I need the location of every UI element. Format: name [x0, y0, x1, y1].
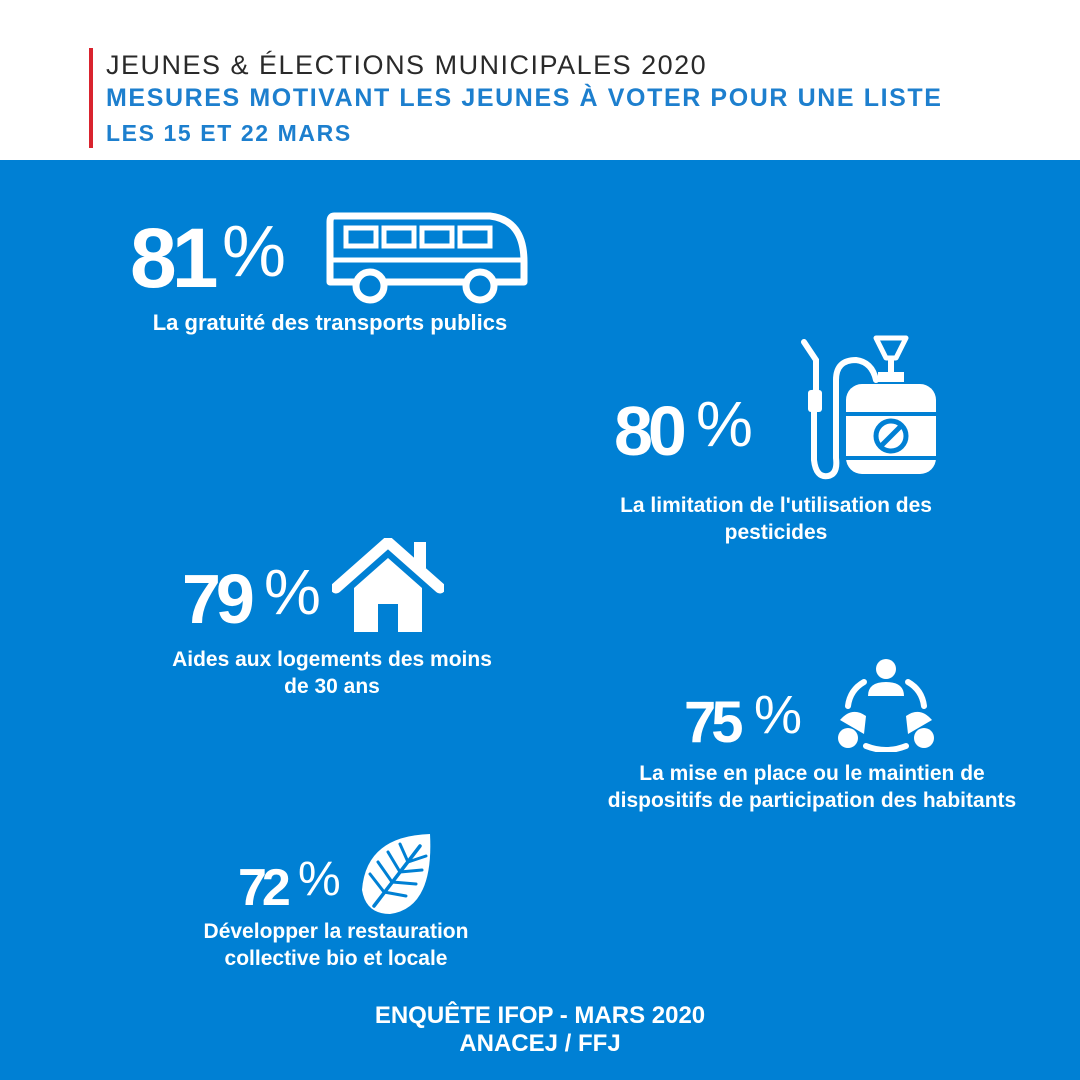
participation-group-icon	[838, 659, 934, 752]
stat-value-participation: 75	[684, 690, 743, 755]
accent-bar	[89, 48, 93, 148]
stat-label-transport: La gratuité des transports publics	[152, 310, 508, 335]
page-dates: LES 15 ET 22 MARS	[106, 120, 352, 146]
bus-icon	[326, 212, 528, 304]
footer-source: ENQUÊTE IFOP - MARS 2020	[374, 1002, 706, 1029]
leaf-icon	[362, 834, 431, 914]
stat-unit-transport: %	[222, 212, 287, 292]
stat-label-housing: Aides aux logements des moins de 30 ans	[172, 648, 492, 698]
stat-label-bio-food: Développer la restauration collective bi…	[203, 920, 469, 970]
footer-organisations: ANACEJ / FFJ	[459, 1030, 621, 1057]
stat-label-pesticides: La limitation de l'utilisation des pesti…	[620, 494, 932, 544]
infographic-panel	[0, 160, 1080, 1080]
stat-value-transport: 81	[130, 211, 218, 305]
stat-value-pesticides: 80	[614, 392, 687, 470]
page-title: JEUNES & ÉLECTIONS MUNICIPALES 2020	[106, 50, 708, 80]
page-subtitle: MESURES MOTIVANT LES JEUNES À VOTER POUR…	[106, 84, 943, 112]
stat-unit-pesticides: %	[696, 388, 753, 460]
stat-unit-participation: %	[754, 685, 803, 745]
header: JEUNES & ÉLECTIONS MUNICIPALES 2020 MESU…	[0, 0, 1080, 160]
stat-label-participation: La mise en place ou le maintien de dispo…	[607, 762, 1017, 812]
stat-value-bio-food: 72	[238, 859, 291, 917]
stat-unit-bio-food: %	[298, 853, 341, 906]
stat-value-housing: 79	[182, 560, 255, 638]
house-icon	[332, 538, 444, 632]
pesticide-sprayer-icon	[801, 335, 936, 480]
stat-unit-housing: %	[264, 556, 321, 628]
